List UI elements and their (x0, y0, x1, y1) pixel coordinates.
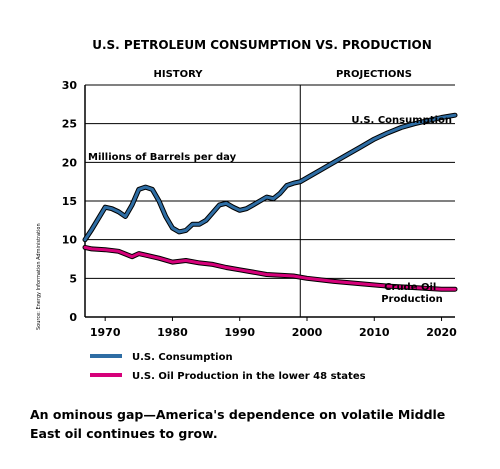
x-tick-label: 2000 (292, 326, 323, 339)
x-tick-label: 1970 (90, 326, 121, 339)
section-history-label: HISTORY (153, 69, 203, 80)
legend: U.S. Consumption U.S. Oil Production in … (90, 352, 366, 382)
series-lines (82, 112, 458, 292)
y-tick-label: 10 (62, 234, 78, 247)
y-tick-label: 15 (62, 195, 77, 208)
y-tick-label: 0 (69, 311, 77, 324)
section-projections-label: PROJECTIONS (336, 69, 412, 80)
x-tick-label: 2010 (359, 326, 390, 339)
source-note: Source: Energy Information Administratio… (36, 223, 42, 330)
legend-label-production: U.S. Oil Production in the lower 48 stat… (132, 371, 366, 382)
y-tick-label: 25 (62, 118, 77, 131)
production-annotation: Crude Oil Production (381, 282, 443, 305)
x-tick-label: 1990 (224, 326, 255, 339)
legend-label-consumption: U.S. Consumption (132, 352, 233, 363)
series-line-0 (83, 113, 457, 242)
y-tick-label: 5 (69, 272, 77, 285)
x-tick-labels: 1970 1980 1990 2000 2010 2020 (90, 317, 457, 339)
chart: U.S. PETROLEUM CONSUMPTION VS. PRODUCTIO… (36, 38, 458, 382)
production-annotation-line-1: Crude Oil (384, 282, 436, 293)
y-axis-unit-label: Millions of Barrels per day (88, 152, 237, 163)
y-tick-label: 30 (62, 79, 78, 92)
x-tick-label: 2020 (426, 326, 457, 339)
y-tick-label: 20 (62, 156, 78, 169)
series-line-1 (83, 245, 457, 291)
consumption-annotation: U.S. Consumption (351, 115, 452, 126)
chart-title: U.S. PETROLEUM CONSUMPTION VS. PRODUCTIO… (92, 38, 432, 52)
production-annotation-line-2: Production (381, 294, 443, 305)
series-line-outline-0 (82, 112, 458, 243)
y-tick-labels: 0 5 10 15 20 25 30 (62, 79, 78, 324)
gridlines (85, 84, 455, 279)
x-tick-label: 1980 (157, 326, 188, 339)
caption: An ominous gap—America's dependence on v… (30, 407, 446, 441)
